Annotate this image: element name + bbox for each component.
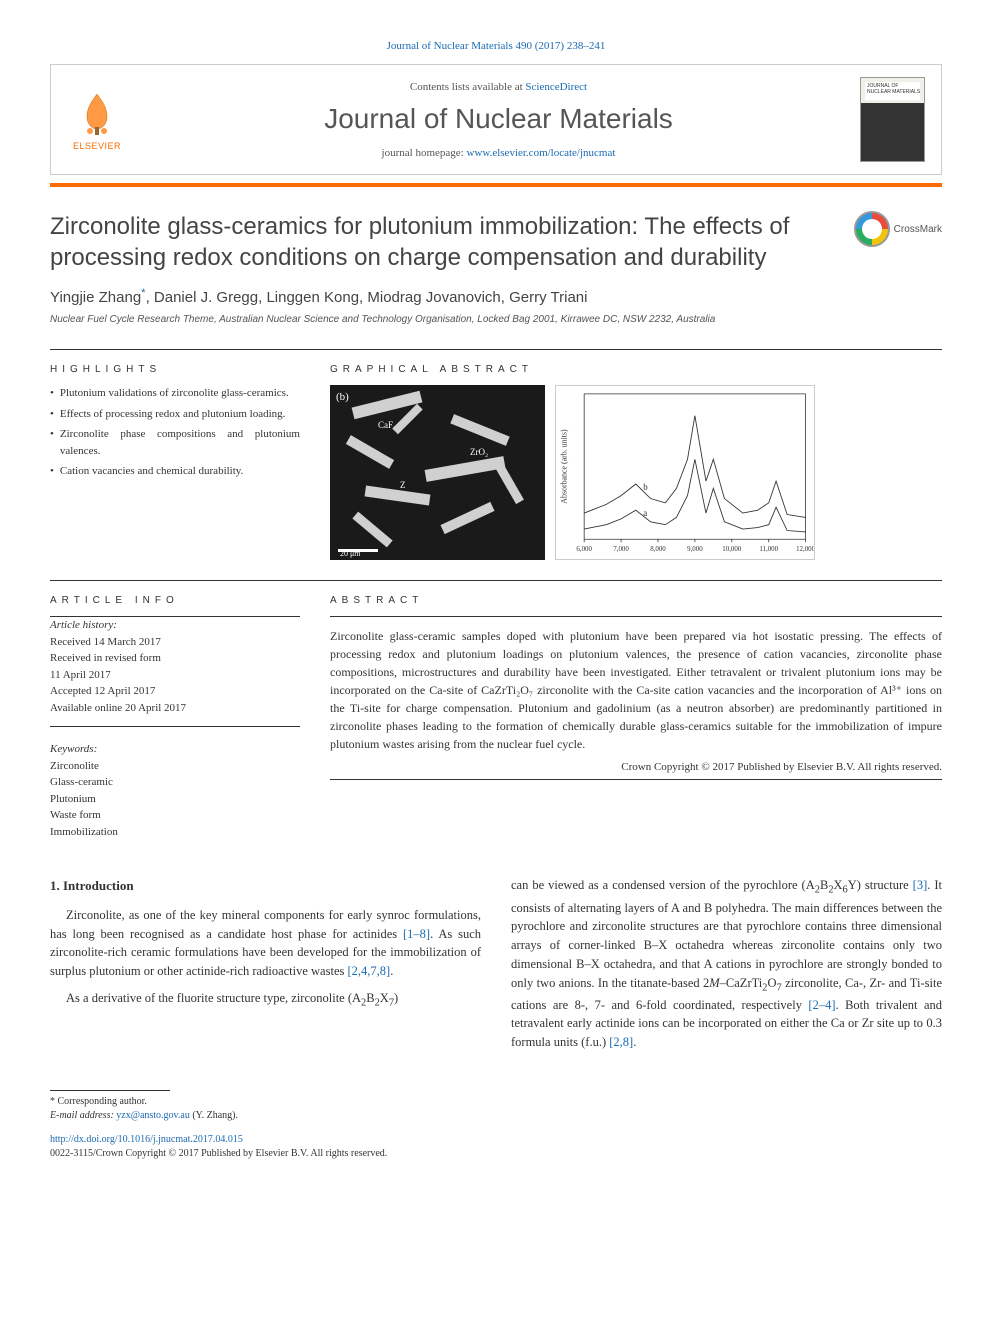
absorbance-chart: 12,000 11,000 10,000 9,000 8,000 7,000 6,000 Ab…: [555, 385, 815, 560]
svg-text:9,000: 9,000: [687, 546, 703, 553]
history-item: Received 14 March 2017: [50, 634, 300, 651]
history-item: Received in revised form: [50, 650, 300, 667]
ref-link[interactable]: [2–4]: [808, 998, 835, 1012]
journal-header: ELSEVIER Contents lists available at Sci…: [50, 64, 942, 175]
svg-text:b: b: [643, 482, 648, 492]
sem-micrograph: (b) CaF₂ Z ZrO₂ 20 μm: [330, 385, 545, 560]
divider: [330, 779, 942, 780]
highlights-list: Plutonium validations of zirconolite gla…: [50, 385, 300, 480]
abstract-text: Zirconolite glass-ceramic samples doped …: [330, 627, 942, 753]
micrograph-shard: [450, 415, 509, 447]
keyword-item: Immobilization: [50, 824, 300, 841]
doi-link[interactable]: http://dx.doi.org/10.1016/j.jnucmat.2017…: [50, 1134, 243, 1145]
micrograph-shard: [425, 457, 506, 483]
orange-divider: [50, 183, 942, 187]
doi-line: http://dx.doi.org/10.1016/j.jnucmat.2017…: [50, 1133, 942, 1147]
keyword-item: Waste form: [50, 807, 300, 824]
highlight-item: Effects of processing redox and plutoniu…: [50, 406, 300, 423]
highlight-item: Plutonium validations of zirconolite gla…: [50, 385, 300, 402]
abstract-copyright: Crown Copyright © 2017 Published by Else…: [330, 761, 942, 773]
footer-divider: [50, 1090, 170, 1091]
keyword-item: Glass-ceramic: [50, 774, 300, 791]
svg-text:12,000: 12,000: [796, 546, 814, 553]
elsevier-tree-icon: [72, 89, 122, 139]
divider: [330, 616, 942, 617]
sciencedirect-link[interactable]: ScienceDirect: [525, 81, 587, 93]
issn-copyright: 0022-3115/Crown Copyright © 2017 Publish…: [50, 1147, 942, 1161]
svg-text:11,000: 11,000: [759, 546, 778, 553]
article-info-heading: ARTICLE INFO: [50, 595, 300, 606]
email-line: E-mail address: yzx@ansto.gov.au (Y. Zha…: [50, 1109, 942, 1123]
author-list: Yingjie Zhang*, Daniel J. Gregg, Linggen…: [50, 287, 942, 306]
corresponding-author-note: * Corresponding author.: [50, 1095, 942, 1109]
history-item: Accepted 12 April 2017: [50, 683, 300, 700]
crossmark-icon: [854, 211, 890, 247]
highlight-item: Zirconolite phase compositions and pluto…: [50, 426, 300, 459]
svg-text:8,000: 8,000: [650, 546, 666, 553]
svg-text:10,000: 10,000: [722, 546, 742, 553]
svg-text:Absorbance (arb. units): Absorbance (arb. units): [559, 429, 568, 504]
crossmark-badge[interactable]: CrossMark: [854, 211, 942, 247]
highlights-heading: HIGHLIGHTS: [50, 364, 300, 375]
body-paragraph: As a derivative of the fluorite structur…: [50, 989, 481, 1011]
keywords-block: Keywords: ZirconoliteGlass-ceramicPluton…: [50, 741, 300, 840]
history-item: 11 April 2017: [50, 667, 300, 684]
svg-text:a: a: [643, 508, 647, 518]
affiliation: Nuclear Fuel Cycle Research Theme, Austr…: [50, 314, 942, 325]
micrograph-shard: [352, 512, 392, 548]
ref-link[interactable]: [2,8]: [609, 1035, 633, 1049]
top-citation: Journal of Nuclear Materials 490 (2017) …: [50, 40, 942, 52]
intro-heading: 1. Introduction: [50, 876, 481, 896]
publisher-logo: ELSEVIER: [67, 85, 137, 155]
article-history: Article history: Received 14 March 2017R…: [50, 617, 300, 716]
micrograph-shard: [440, 502, 494, 534]
ref-link[interactable]: [3]: [913, 878, 928, 892]
keyword-item: Plutonium: [50, 791, 300, 808]
svg-text:6,000: 6,000: [576, 546, 592, 553]
divider: [50, 726, 300, 727]
body-paragraph: Zirconolite, as one of the key mineral c…: [50, 906, 481, 981]
article-title: Zirconolite glass-ceramics for plutonium…: [50, 211, 834, 273]
homepage-link[interactable]: www.elsevier.com/locate/jnucmat: [466, 147, 615, 159]
contents-line: Contents lists available at ScienceDirec…: [137, 81, 860, 93]
body-paragraph: can be viewed as a condensed version of …: [511, 876, 942, 1052]
micrograph-shard: [496, 465, 524, 504]
email-link[interactable]: yzx@ansto.gov.au: [116, 1110, 190, 1121]
publisher-name: ELSEVIER: [73, 141, 121, 151]
history-item: Available online 20 April 2017: [50, 700, 300, 717]
journal-title: Journal of Nuclear Materials: [137, 103, 860, 135]
body-column-left: 1. Introduction Zirconolite, as one of t…: [50, 876, 481, 1060]
graphical-abstract: (b) CaF₂ Z ZrO₂ 20 μm 12,000 11,000 10,000…: [330, 385, 942, 560]
journal-cover-thumbnail: JOURNAL OF NUCLEAR MATERIALS: [860, 77, 925, 162]
ref-link[interactable]: [1–8]: [403, 927, 430, 941]
body-column-right: can be viewed as a condensed version of …: [511, 876, 942, 1060]
svg-text:7,000: 7,000: [613, 546, 629, 553]
footer: * Corresponding author. E-mail address: …: [50, 1090, 942, 1161]
highlight-item: Cation vacancies and chemical durability…: [50, 463, 300, 480]
ref-link[interactable]: [2,4,7,8]: [348, 964, 391, 978]
micrograph-shard: [365, 486, 431, 506]
keyword-item: Zirconolite: [50, 758, 300, 775]
graphical-abstract-heading: GRAPHICAL ABSTRACT: [330, 364, 942, 375]
micrograph-shard: [346, 436, 394, 470]
homepage-line: journal homepage: www.elsevier.com/locat…: [137, 147, 860, 159]
abstract-heading: ABSTRACT: [330, 595, 942, 606]
